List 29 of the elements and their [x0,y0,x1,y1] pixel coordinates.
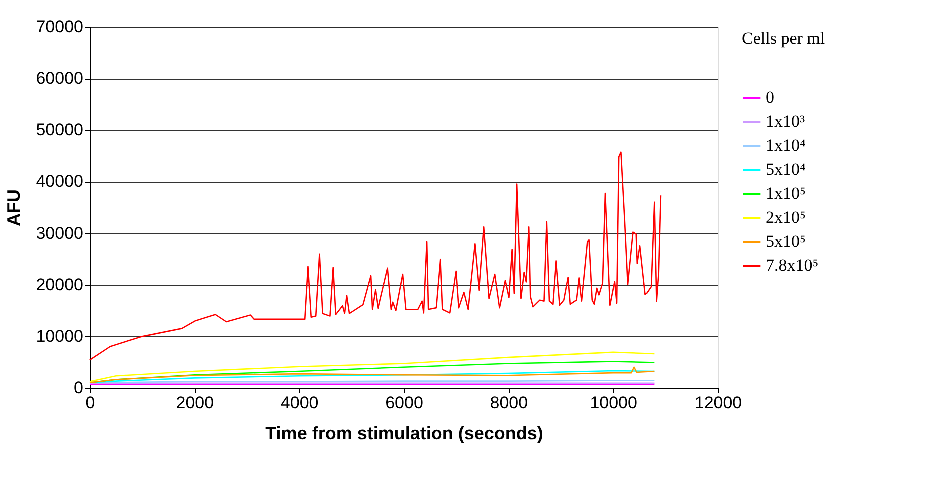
legend-label: 1x10⁴ [766,136,806,155]
y-tick-label: 70000 [36,18,84,36]
legend-title: Cells per ml [742,29,826,48]
x-tick-label: 6000 [386,394,424,412]
y-axis-title: AFU [4,190,24,226]
y-tick-label: 50000 [36,120,84,140]
line-series [89,352,656,382]
x-tick-label: 4000 [280,394,319,412]
legend-label: 7.8x10⁵ [766,256,819,275]
y-tick-label: 20000 [36,275,84,294]
legend-label: 1x10⁵ [766,184,806,203]
legend-label: 1x10³ [766,112,806,131]
x-tick-label: 12000 [694,394,742,412]
y-tick-label: 0 [74,378,84,398]
legend-label: 5x10⁴ [766,160,806,179]
x-tick-label: 8000 [490,394,528,412]
legend-label: 2x10⁵ [766,208,806,227]
x-tick-label: 10000 [590,394,638,412]
x-tick-label: 0 [86,394,96,412]
y-tick-label: 40000 [36,172,84,192]
x-tick-label: 2000 [176,394,214,412]
line-series [89,366,656,384]
x-axis-title: Time from stimulation (seconds) [266,424,544,444]
legend-label: 5x10⁵ [766,232,806,251]
y-tick-label: 30000 [36,224,84,243]
line-series [89,152,662,361]
y-tick-label: 10000 [36,326,84,346]
y-tick-label: 60000 [36,69,84,88]
legend-label: 0 [766,88,774,107]
